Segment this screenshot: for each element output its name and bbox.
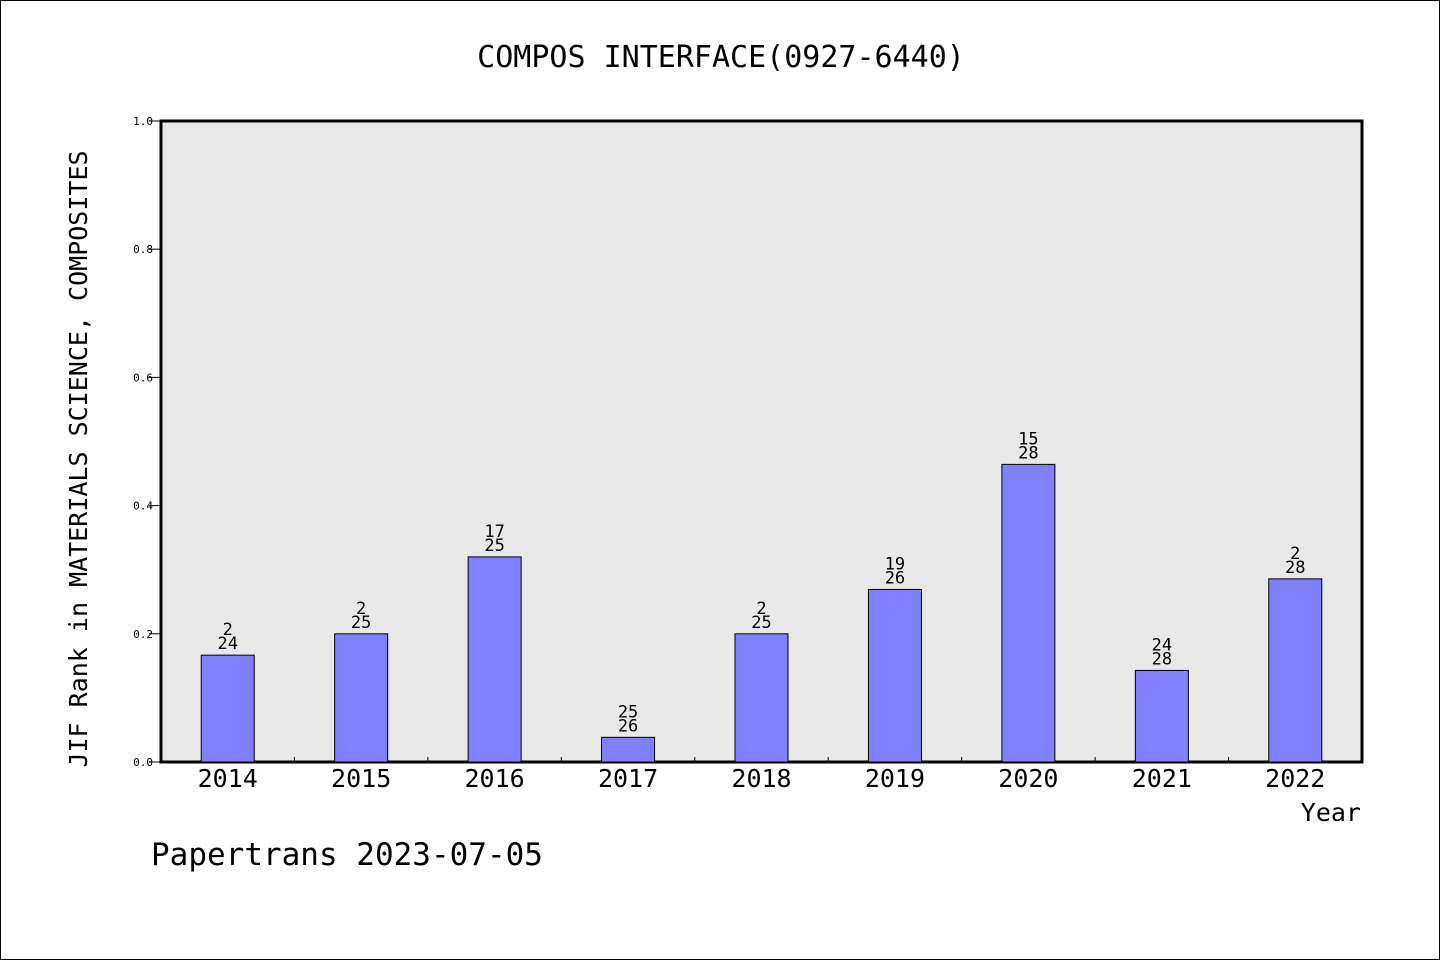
bar-total-label: 28 [1152,649,1172,669]
x-tick-label: 2016 [465,764,525,793]
bar [1134,669,1189,763]
y-tick-label: 0.6 [133,371,153,384]
y-tick-label: 1.0 [133,115,153,128]
footer-credit: Papertrans 2023-07-05 [151,837,543,873]
bar-rank-label: 2 [223,620,233,640]
bar-rank-label: 2 [1290,544,1300,564]
x-tick-label: 2018 [731,764,791,793]
y-tick-label: 0.8 [133,243,153,256]
y-axis-label: JIF Rank in MATERIALS SCIENCE, COMPOSITE… [64,150,93,767]
x-tick-label: 2019 [865,764,925,793]
x-axis: 2014 2015 2016 2017 2018 2019 2020 2021 2022 [198,757,1325,793]
x-tick-label: 2015 [331,764,391,793]
bar-total-label: 28 [1285,558,1305,578]
bar [334,633,389,763]
bar-total-label: 25 [751,613,771,633]
x-tick-label: 2014 [198,764,258,793]
x-tick-label: 2017 [598,764,658,793]
bar-total-label: 26 [618,716,638,736]
x-tick-label: 2021 [1132,764,1192,793]
y-axis: 0.0 0.2 0.4 0.6 0.8 1.0 [133,115,161,769]
bar-rank-label: 15 [1018,429,1038,449]
bar [1001,463,1056,763]
bar [734,633,789,763]
bar-rank-label: 2 [356,599,366,619]
bar-total-label: 24 [217,634,237,654]
x-tick-label: 2022 [1265,764,1325,793]
bar [467,556,522,763]
bar [200,654,255,763]
bar [601,736,656,763]
x-axis-label: Year [1301,798,1361,827]
bar-total-label: 25 [351,613,371,633]
bar-rank-label: 24 [1152,635,1172,655]
x-tick-label: 2020 [998,764,1058,793]
chart-title: COMPOS INTERFACE(0927-6440) [477,40,965,75]
bar-rank-label: 19 [885,554,905,574]
bar-rank-label: 25 [618,702,638,722]
bar-total-label: 25 [484,536,504,556]
bar-total-label: 26 [885,568,905,588]
y-tick-label: 0.0 [133,756,153,769]
bar-rank-label: 2 [756,599,766,619]
bar [867,588,922,763]
bar-rank-label: 17 [484,522,504,542]
y-tick-label: 0.4 [133,500,153,513]
y-tick-label: 0.2 [133,628,153,641]
bar-total-label: 28 [1018,443,1038,463]
bar [1268,578,1323,763]
